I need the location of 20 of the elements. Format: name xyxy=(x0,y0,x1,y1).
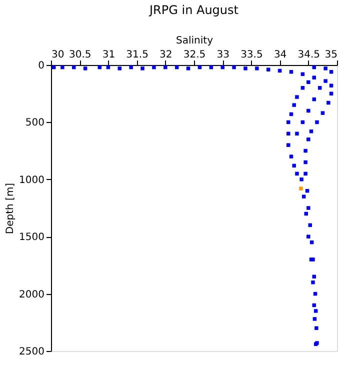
x-tick-label: 34.5 xyxy=(298,50,320,60)
y-tick-label: 2500 xyxy=(19,346,44,358)
x-tick-label: 35 xyxy=(324,50,338,60)
y-tick-label: 1000 xyxy=(19,174,44,186)
x-tick-label: 33.5 xyxy=(240,50,263,60)
y-tick-label: 2000 xyxy=(19,289,44,300)
x-axis-title: Salinity xyxy=(176,36,214,46)
y-tick-label: 500 xyxy=(25,118,44,129)
y-axis-title: Depth [m] xyxy=(5,182,16,234)
x-tick-label: 31 xyxy=(102,50,116,60)
x-tick-label: 33 xyxy=(216,50,230,60)
y-tick-label: 0 xyxy=(38,60,44,72)
x-tick-label: 30 xyxy=(52,50,64,60)
x-tick-label: 30.5 xyxy=(68,50,92,60)
x-tick-label: 32.5 xyxy=(183,50,206,60)
x-tick-label: 34 xyxy=(274,50,287,60)
x-tick-label: 32 xyxy=(160,50,172,60)
chart-title: JRPG in August xyxy=(148,3,239,17)
y-tick-label: 1500 xyxy=(19,232,44,244)
x-tick-label: 31.5 xyxy=(126,50,148,60)
